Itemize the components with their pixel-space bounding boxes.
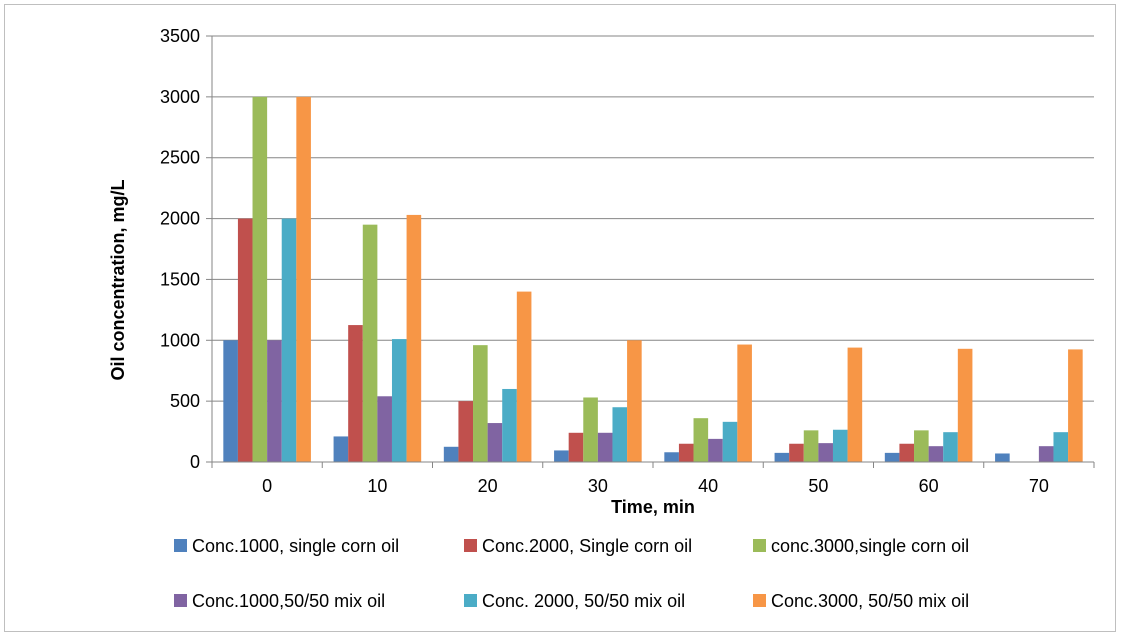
bar: [774, 452, 790, 462]
legend-item: Conc. 2000, 50/50 mix oil: [464, 591, 685, 611]
y-tick-label: 3500: [160, 26, 200, 46]
x-tick-label: 0: [262, 476, 272, 496]
bar: [722, 421, 738, 462]
bar: [252, 96, 268, 462]
axes: [211, 36, 1095, 468]
legend-item: conc.3000,single corn oil: [753, 536, 969, 556]
y-tick-label: 500: [170, 391, 200, 411]
y-tick-label: 2500: [160, 148, 200, 168]
bar: [995, 453, 1010, 462]
bar: [487, 423, 503, 462]
bar: [678, 443, 694, 462]
y-tick-label: 1000: [160, 330, 200, 350]
bar: [296, 96, 311, 462]
bar: [568, 432, 584, 462]
bar: [1053, 432, 1069, 462]
legend-item: Conc.3000, 50/50 mix oil: [753, 591, 969, 611]
y-tick-labels: 0 500 1000 1500 2000 2500 3000 3500: [160, 26, 200, 472]
legend-item: Conc.1000,50/50 mix oil: [174, 591, 385, 611]
bar: [267, 340, 282, 462]
x-tick-label: 30: [588, 476, 608, 496]
bar: [406, 214, 422, 462]
x-axis-title: Time, min: [611, 497, 695, 517]
bar: [832, 429, 848, 462]
bar: [627, 340, 642, 462]
legend: Conc.1000, single corn oil Conc.2000, Sin…: [174, 536, 969, 611]
legend-label: conc.3000,single corn oil: [771, 536, 969, 556]
legend-label: Conc.3000, 50/50 mix oil: [771, 591, 969, 611]
y-tick-label: 0: [190, 452, 200, 472]
bar: [377, 396, 392, 462]
bar: [583, 397, 598, 462]
legend-item: Conc.1000, single corn oil: [174, 536, 399, 556]
bar: [223, 340, 238, 462]
y-tick-label: 1500: [160, 269, 200, 289]
legend-swatch: [174, 594, 187, 607]
bar: [362, 224, 378, 462]
bar: [789, 443, 804, 462]
bars: [223, 96, 1083, 462]
bar: [943, 432, 958, 462]
y-tick-label: 2000: [160, 209, 200, 229]
legend-swatch: [753, 539, 766, 552]
x-tick-labels: 0 10 20 30 40 50 60 70: [262, 476, 1049, 496]
legend-label: Conc.1000, single corn oil: [192, 536, 399, 556]
bar: [281, 218, 297, 462]
bar: [333, 436, 349, 462]
bar: [899, 443, 915, 462]
bar: [502, 388, 517, 462]
bar: [847, 347, 863, 462]
bar: [737, 344, 752, 462]
x-tick-label: 40: [698, 476, 718, 496]
legend-swatch: [464, 539, 477, 552]
bar: [516, 291, 532, 462]
y-tick-label: 3000: [160, 87, 200, 107]
legend-swatch: [753, 594, 766, 607]
bar: [473, 345, 488, 462]
y-axis-title: Oil concentration, mg/L: [108, 179, 128, 380]
bar: [458, 401, 474, 462]
bar: [914, 430, 929, 462]
bar: [597, 432, 613, 462]
bar: [443, 446, 459, 462]
bar: [818, 443, 833, 462]
legend-swatch: [464, 594, 477, 607]
bar: [237, 218, 253, 462]
bar: [612, 407, 628, 462]
bar: [554, 450, 569, 462]
bar: [957, 348, 973, 462]
x-tick-label: 20: [478, 476, 498, 496]
bar: [1038, 446, 1054, 462]
legend-label: Conc.2000, Single corn oil: [482, 536, 692, 556]
bar: [803, 430, 819, 462]
legend-swatch: [174, 539, 187, 552]
legend-label: Conc. 2000, 50/50 mix oil: [482, 591, 685, 611]
bar: [928, 446, 944, 462]
x-tick-label: 70: [1029, 476, 1049, 496]
legend-item: Conc.2000, Single corn oil: [464, 536, 692, 556]
bar: [348, 325, 363, 462]
bar: [884, 452, 900, 462]
chart-frame: [4, 4, 1116, 632]
bar: [391, 339, 407, 462]
x-tick-label: 10: [367, 476, 387, 496]
bar: [664, 452, 679, 462]
x-tick-label: 50: [808, 476, 828, 496]
bar: [693, 418, 709, 462]
bar: [708, 438, 723, 462]
x-tick-label: 60: [919, 476, 939, 496]
bar: [1068, 349, 1083, 462]
legend-label: Conc.1000,50/50 mix oil: [192, 591, 385, 611]
